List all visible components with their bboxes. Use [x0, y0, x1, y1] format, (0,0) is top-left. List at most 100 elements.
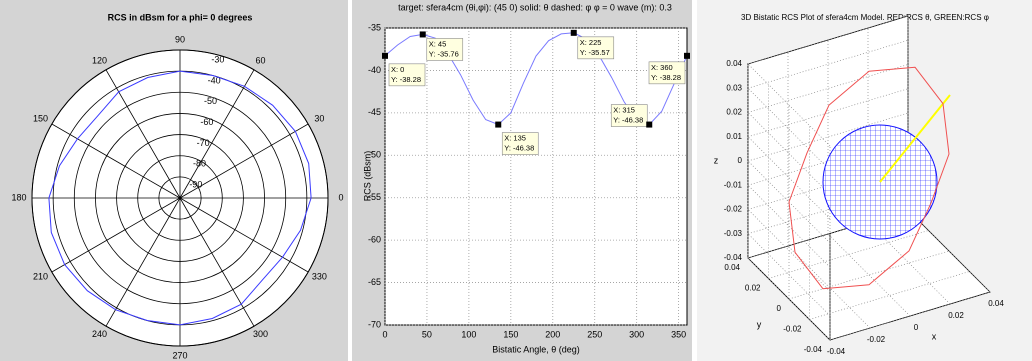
chart-title: 3D Bistatic RCS Plot of sfera4cm Model. …: [741, 13, 989, 22]
datatip-y: Y: -46.38: [613, 116, 643, 125]
theta-tick-label: 120: [92, 56, 107, 66]
chart-title: RCS in dBsm for a phi= 0 degrees: [108, 12, 253, 22]
chart-title: target: sfera4cm (θi,φi): (45 0) solid: …: [398, 2, 672, 12]
datatip-marker: [570, 29, 577, 36]
grid-spoke: [179, 123, 309, 199]
x-tick-label: 0: [382, 329, 387, 339]
grid-line: [788, 250, 950, 300]
z-tick-label: -0.03: [724, 229, 743, 238]
z-axis-label: z: [714, 155, 719, 165]
y-axis-label: RCS (dBsm): [362, 151, 372, 202]
grid-line: [747, 161, 909, 210]
y-tick-label: -65: [368, 277, 381, 287]
grid-line: [768, 230, 929, 279]
theta-tick-label: 210: [33, 271, 48, 281]
grid-line: [829, 291, 991, 341]
grid-line: [747, 209, 831, 292]
grid-spoke: [51, 197, 181, 273]
theta-tick-label: 150: [33, 113, 48, 123]
theta-tick-label: 300: [253, 329, 268, 339]
grid-spoke: [105, 69, 181, 199]
datatip-y: Y: -38.28: [391, 75, 421, 84]
datatip-box: [577, 36, 615, 60]
x-tick-label: -0.04: [827, 347, 846, 356]
theta-tick-label: 0: [338, 192, 343, 202]
grid-line: [827, 233, 911, 317]
datatip-marker: [419, 31, 426, 38]
grid-spoke: [179, 69, 255, 199]
grid-line: [747, 185, 831, 268]
x-tick-label: 300: [629, 329, 644, 339]
datatip-box: [648, 61, 686, 85]
x-tick-label: 0: [914, 323, 919, 332]
datatip-y: Y: -38.28: [651, 73, 681, 82]
r-tick-label: -50: [204, 96, 217, 106]
grid-spoke: [179, 197, 309, 273]
datatip-marker: [495, 121, 502, 128]
grid-spoke: [179, 197, 255, 327]
datatip-box: [501, 132, 539, 155]
theta-tick-label: 240: [92, 329, 107, 339]
datatip-box: [426, 38, 464, 61]
x-axis-label: x: [932, 332, 937, 342]
y-tick-label: -0.04: [804, 345, 823, 354]
y-tick-label: -45: [368, 107, 381, 117]
grid-line: [809, 271, 970, 320]
grid-line: [747, 112, 831, 195]
theta-tick-label: 270: [172, 350, 187, 360]
theta-tick-label: 30: [314, 113, 324, 123]
y-tick-label: -0.02: [783, 325, 802, 334]
grid-line: [787, 245, 871, 329]
grid-line: [747, 136, 831, 219]
grid-line: [747, 39, 909, 89]
x-tick-label: 150: [503, 329, 518, 339]
z-tick-label: -0.02: [724, 205, 743, 214]
grid-line: [747, 185, 909, 235]
z-tick-label: -0.01: [724, 180, 743, 189]
datatip-box: [610, 104, 648, 127]
datatip-x: X: 225: [580, 38, 602, 47]
rcs-curve: [48, 70, 312, 326]
plot-3d: -0.04 -0.02 0 0.02 0.04 -0.04 -0.02 0 0.02 0.04 -0…: [714, 15, 1004, 356]
y-tick-label: -35: [368, 22, 381, 32]
y-tick-label: 0: [777, 304, 782, 313]
z-tick-label: 0.02: [726, 108, 742, 117]
x-tick-label: 0.04: [988, 299, 1004, 308]
x-tick-label: -0.02: [867, 335, 886, 344]
x-tick-label: 350: [671, 329, 686, 339]
grid-line: [747, 136, 909, 186]
datatip-x: X: 135: [504, 134, 526, 143]
theta-tick-label: 180: [11, 192, 26, 202]
z-tick-label: 0: [738, 156, 743, 165]
y-axis-label: y: [757, 319, 762, 329]
y-tick-label: -40: [368, 65, 381, 75]
r-tick-label: -70: [197, 138, 210, 148]
grid-line: [747, 112, 909, 162]
y-tick-label: -60: [368, 235, 381, 245]
x-tick-label: 0.02: [948, 311, 964, 320]
grid-line: [747, 88, 909, 138]
z-tick-label: 0.01: [726, 132, 742, 141]
grid-line: [747, 64, 909, 113]
y-tick-label: -55: [368, 192, 381, 202]
grid-line: [747, 15, 909, 65]
z-tick-label: 0.04: [726, 59, 742, 68]
y-tick-label: -50: [368, 150, 381, 160]
rcs-curve-3d: [788, 66, 950, 290]
datatip-box: [388, 63, 426, 87]
grid-spoke: [105, 197, 181, 327]
x-tick-label: 100: [461, 329, 476, 339]
r-tick-label: -90: [189, 180, 202, 190]
y-tick-label: 0.02: [745, 284, 761, 293]
datatip-x: X: 315: [613, 106, 635, 115]
x-tick-label: 200: [545, 329, 560, 339]
y-tick-label: 0.04: [724, 263, 740, 272]
datatip-marker: [646, 121, 653, 128]
x-tick-label: 250: [587, 329, 602, 339]
r-tick-label: -40: [208, 75, 221, 85]
theta-tick-label: 90: [175, 34, 185, 44]
z-tick-label: 0.03: [726, 83, 742, 92]
grid-line: [747, 88, 831, 171]
